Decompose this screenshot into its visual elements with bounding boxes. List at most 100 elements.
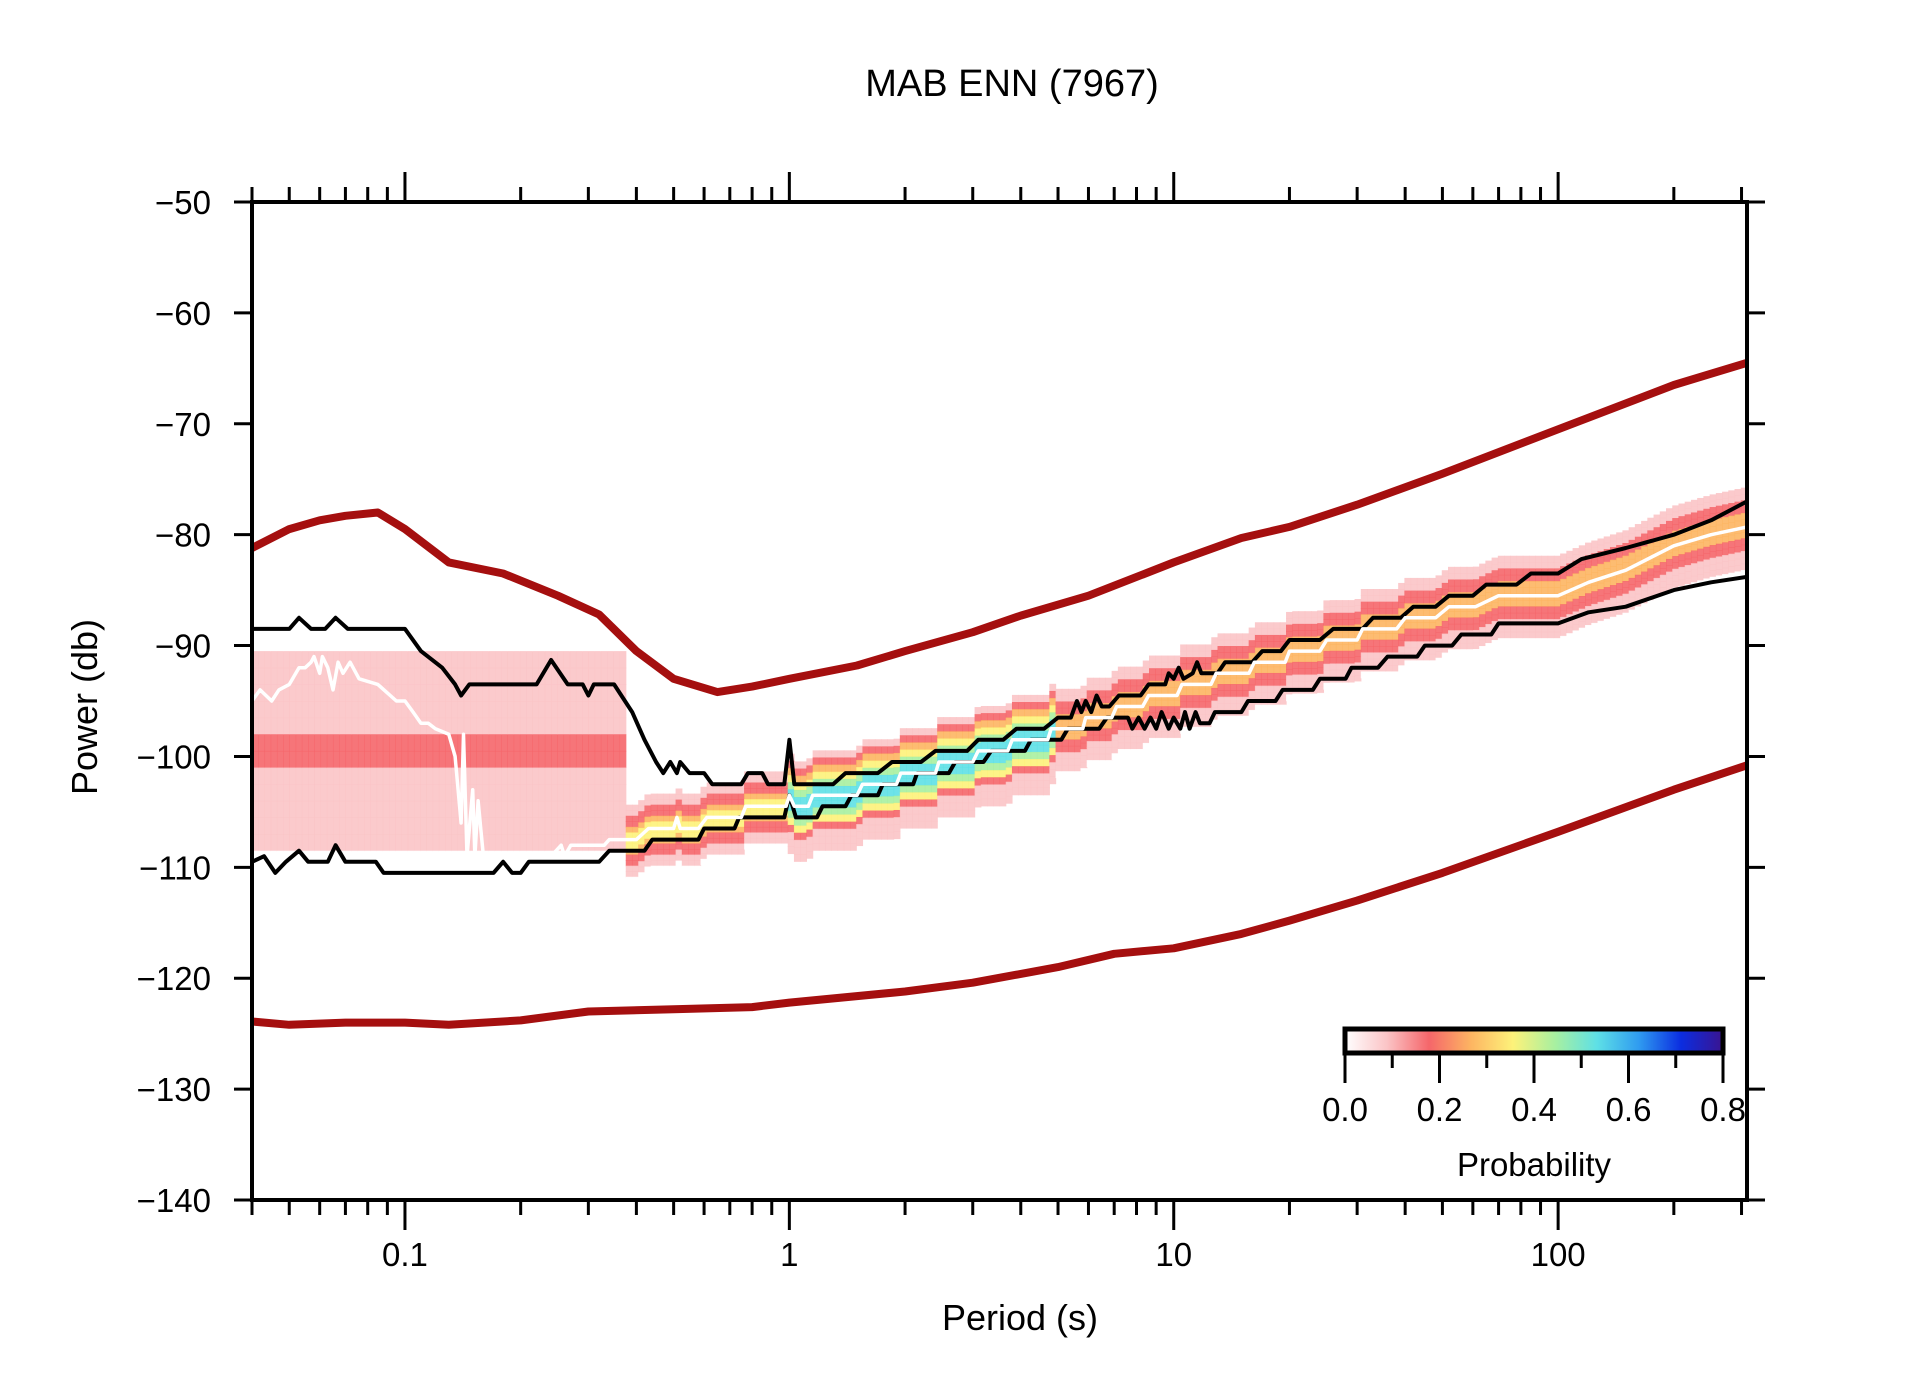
density-cell <box>837 828 845 837</box>
density-cell <box>681 843 689 850</box>
density-cell <box>937 802 945 811</box>
density-cell <box>719 837 727 845</box>
density-cell <box>588 750 596 769</box>
density-cell <box>1460 585 1468 593</box>
density-cell <box>962 731 969 740</box>
density-cell <box>850 821 857 830</box>
density-cell <box>1161 706 1169 714</box>
density-cell <box>1510 562 1518 570</box>
density-cell <box>1186 644 1194 652</box>
density-cell <box>625 871 633 878</box>
density-cell <box>301 800 309 819</box>
density-cell <box>906 778 913 786</box>
density-cell <box>1018 709 1026 717</box>
density-cell <box>812 750 820 759</box>
density-cell <box>1410 622 1418 630</box>
density-cell <box>644 799 652 807</box>
density-cell <box>463 850 471 868</box>
density-cell <box>1528 612 1536 620</box>
density-cell <box>1173 699 1181 707</box>
density-cell <box>1454 611 1462 619</box>
density-cell <box>1528 600 1536 608</box>
density-cell <box>1186 663 1194 671</box>
density-cell <box>1528 625 1536 633</box>
density-cell <box>1472 598 1480 606</box>
density-cell <box>507 784 515 802</box>
density-cell <box>669 849 677 856</box>
density-cell <box>1560 610 1567 618</box>
density-cell <box>619 717 627 735</box>
density-cell <box>881 810 888 819</box>
density-cell <box>1205 714 1212 722</box>
density-cell <box>432 701 440 719</box>
density-cell <box>806 772 814 781</box>
density-cell <box>420 701 428 719</box>
density-cell <box>557 701 565 719</box>
density-cell <box>638 861 646 868</box>
density-cell <box>1124 723 1131 731</box>
density-cell <box>1061 752 1069 760</box>
density-cell <box>264 800 272 819</box>
density-cell <box>1628 546 1636 554</box>
density-cell <box>1516 606 1524 614</box>
density-cell <box>1466 573 1474 581</box>
density-cell <box>1497 562 1505 570</box>
density-cell <box>1198 676 1206 684</box>
density-cell <box>1248 627 1256 635</box>
density-cell <box>993 798 1001 807</box>
density-cell <box>1254 704 1262 712</box>
density-cell <box>1703 502 1711 510</box>
density-cell <box>1236 715 1244 723</box>
density-cell <box>1092 722 1100 730</box>
density-cell <box>1591 540 1599 548</box>
density-cell <box>1591 591 1599 599</box>
density-cell <box>476 634 484 652</box>
density-cell <box>1198 701 1206 709</box>
density-cell <box>1242 639 1250 647</box>
density-cell <box>283 750 290 769</box>
density-cell <box>1391 608 1399 615</box>
density-cell <box>694 804 702 811</box>
density-cell <box>1211 687 1219 695</box>
density-cell <box>463 750 471 769</box>
density-cell <box>993 777 1001 786</box>
density-cell <box>987 791 994 800</box>
density-cell <box>638 866 646 873</box>
density-cell <box>501 701 508 719</box>
density-cell <box>1099 753 1106 761</box>
density-cell <box>1124 685 1131 693</box>
density-cell <box>1466 636 1474 644</box>
density-cell <box>663 815 670 822</box>
density-cell <box>1666 565 1673 573</box>
density-cell <box>1641 546 1648 554</box>
density-cell <box>320 667 328 685</box>
density-cell <box>326 734 334 752</box>
density-cell <box>825 821 832 830</box>
density-cell <box>1379 633 1387 641</box>
density-cell <box>1616 602 1624 610</box>
density-cell <box>850 814 857 823</box>
density-cell <box>1236 696 1244 704</box>
density-cell <box>700 836 708 843</box>
density-cell <box>283 684 290 702</box>
density-cell <box>669 804 677 811</box>
density-cell <box>762 843 770 850</box>
density-cell <box>575 800 583 819</box>
density-cell <box>1591 546 1599 554</box>
density-cell <box>949 731 957 740</box>
density-cell <box>1379 646 1387 653</box>
density-cell <box>756 776 764 784</box>
density-cell <box>1441 570 1449 578</box>
density-cell <box>1485 623 1493 631</box>
density-cell <box>912 820 920 829</box>
density-cell <box>1261 653 1268 661</box>
density-cell <box>1149 674 1156 682</box>
density-cell <box>1479 563 1486 571</box>
density-cell <box>1242 715 1250 723</box>
density-cell <box>276 767 284 785</box>
density-cell <box>719 810 727 817</box>
density-cell <box>382 634 390 652</box>
density-cell <box>1541 606 1549 614</box>
density-cell <box>1242 677 1250 685</box>
density-cell <box>1429 634 1437 642</box>
